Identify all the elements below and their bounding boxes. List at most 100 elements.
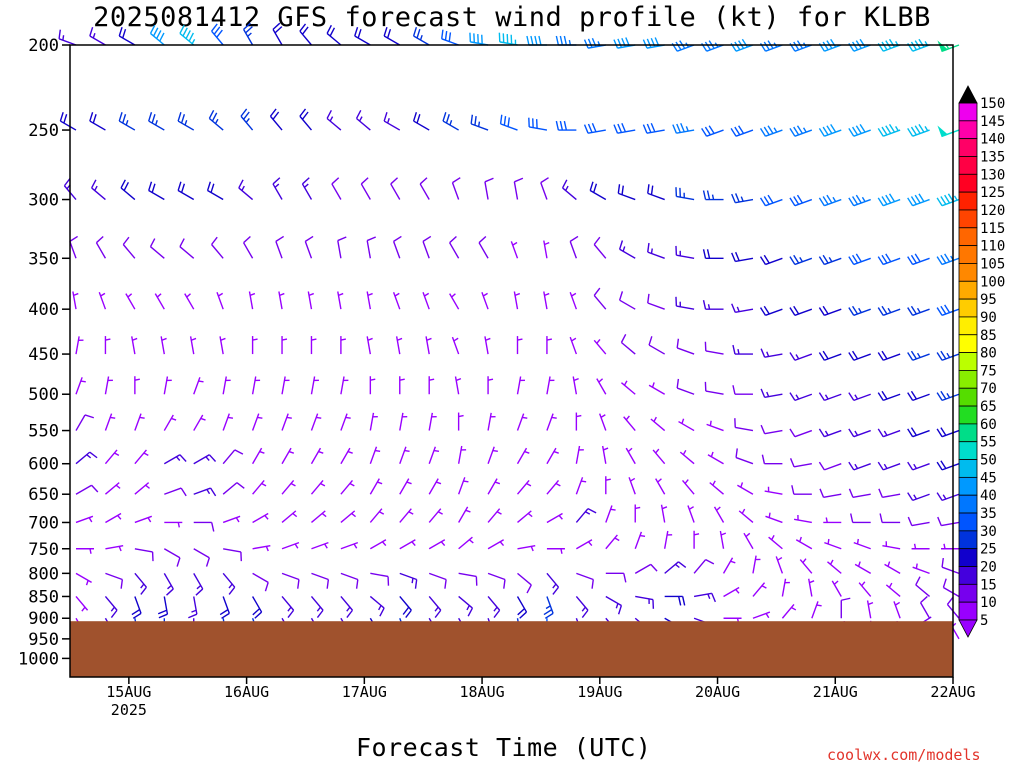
barb-staff xyxy=(824,353,842,361)
wind-barb xyxy=(818,194,842,207)
colorbar-swatch xyxy=(958,530,978,550)
barb-half-feather xyxy=(279,292,285,297)
wind-barb xyxy=(628,477,636,495)
credit-link[interactable]: coolwx.com/models xyxy=(827,746,981,764)
barb-staff xyxy=(634,531,643,549)
barb-staff xyxy=(299,30,313,46)
barb-staff xyxy=(513,181,519,200)
wind-barb xyxy=(272,22,283,46)
barb-feather xyxy=(789,197,796,207)
barb-staff xyxy=(882,308,901,316)
wind-barb xyxy=(369,539,387,550)
wind-barb xyxy=(543,596,554,619)
wind-barb xyxy=(164,487,187,497)
barb-staff xyxy=(648,384,666,395)
wind-barb xyxy=(593,236,607,259)
wind-barb xyxy=(575,477,587,495)
barb-staff xyxy=(619,248,636,259)
barb-feather xyxy=(148,181,153,191)
wind-barb xyxy=(131,336,138,355)
barb-staff xyxy=(222,449,236,465)
barb-staff xyxy=(72,291,77,310)
barb-staff xyxy=(824,198,842,207)
barb-half-feather xyxy=(161,337,167,341)
wind-barb xyxy=(369,446,381,464)
wind-barb xyxy=(848,428,871,438)
colorbar-swatch xyxy=(958,280,978,300)
barb-half-feather xyxy=(449,120,453,126)
barb-staff xyxy=(242,242,254,259)
barb-feather xyxy=(910,427,918,436)
wind-barb xyxy=(759,125,783,137)
colorbar-swatch xyxy=(958,102,978,122)
barb-half-feather xyxy=(573,377,579,382)
barb-staff xyxy=(392,241,401,259)
barb-staff xyxy=(912,129,930,137)
wind-barb xyxy=(326,109,342,131)
barb-staff xyxy=(60,120,77,131)
wind-barb xyxy=(789,352,813,361)
barb-staff xyxy=(75,484,92,495)
wind-barb xyxy=(877,193,901,207)
wind-barb xyxy=(706,420,724,432)
wind-barb xyxy=(98,292,107,310)
barb-staff xyxy=(134,449,147,465)
barb-staff xyxy=(179,32,195,46)
barb-feather xyxy=(123,182,130,191)
barb-staff xyxy=(419,183,430,200)
barb-feather xyxy=(791,485,795,495)
barb-feather xyxy=(789,428,796,438)
wind-barb xyxy=(487,596,501,618)
barb-feather xyxy=(591,579,594,589)
wind-barb xyxy=(310,336,317,355)
barb-feather xyxy=(269,108,277,117)
y-tick-label: 550 xyxy=(28,422,59,442)
barb-feather xyxy=(735,193,740,203)
barb-half-feather xyxy=(740,196,744,202)
barb-staff xyxy=(882,393,901,402)
barb-staff xyxy=(360,183,371,200)
barb-feather xyxy=(881,126,888,136)
barb-staff xyxy=(281,572,300,581)
barb-half-feather xyxy=(257,416,263,419)
colorbar-label: 120 xyxy=(980,203,1005,219)
barb-staff xyxy=(852,493,871,499)
wind-barb xyxy=(877,461,901,471)
barb-half-feather xyxy=(80,380,86,383)
barb-feather xyxy=(841,597,851,601)
barb-staff xyxy=(252,479,265,495)
barb-staff xyxy=(354,35,371,46)
wind-barb xyxy=(449,293,460,310)
barb-feather xyxy=(180,114,186,124)
barb-half-feather xyxy=(639,534,646,538)
wind-barb xyxy=(419,177,430,200)
barb-feather xyxy=(818,352,825,361)
wind-barb xyxy=(487,572,506,589)
barb-feather xyxy=(467,607,474,617)
wind-barb xyxy=(428,596,442,618)
barb-staff xyxy=(601,445,607,464)
barb-feather xyxy=(158,613,168,619)
barb-staff xyxy=(340,572,359,581)
barb-staff xyxy=(764,393,783,399)
wind-barb xyxy=(163,573,174,596)
barb-half-feather xyxy=(311,338,317,341)
x-tick-label: 21AUG xyxy=(813,683,858,701)
barb-staff xyxy=(648,344,666,355)
wind-barb xyxy=(340,479,355,495)
barb-staff xyxy=(281,541,300,550)
wind-barb xyxy=(866,600,874,619)
wind-barb xyxy=(340,541,359,550)
wind-barb xyxy=(219,336,226,355)
wind-barb xyxy=(576,572,594,589)
barb-feather xyxy=(177,181,182,191)
wind-barb xyxy=(75,484,99,495)
wind-barb xyxy=(75,414,95,431)
y-tick-label: 350 xyxy=(28,249,59,269)
colorbar-swatch xyxy=(958,370,978,389)
barb-half-feather xyxy=(177,522,180,528)
barb-feather xyxy=(793,254,800,264)
barb-staff xyxy=(340,541,359,550)
y-tick-label: 450 xyxy=(28,345,59,365)
barb-half-feather xyxy=(735,589,740,594)
